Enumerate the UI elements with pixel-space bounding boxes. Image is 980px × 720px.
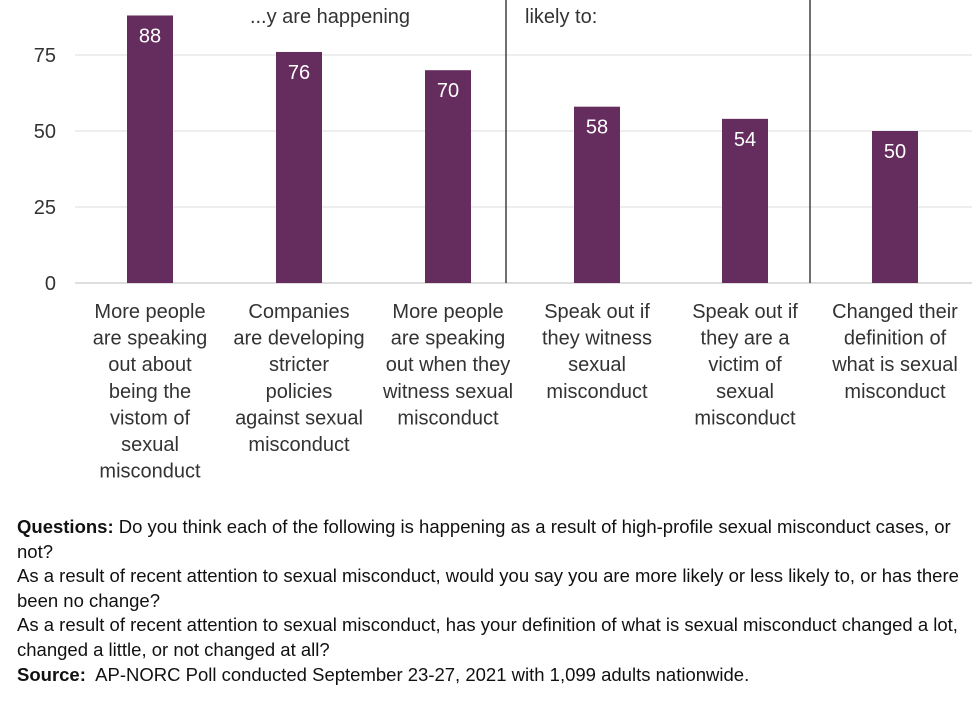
bars [127, 15, 918, 284]
x-tick-label-5: Speak out if they are a victim of sexual mis… [692, 301, 798, 429]
x-tick-label-line: they witness [542, 328, 652, 350]
x-tick-label-line: being the [109, 381, 191, 403]
y-axis-ticks: 0 25 50 75 [34, 45, 56, 295]
x-tick-label-line: are developing [233, 328, 364, 350]
data-label-3: 70 [437, 80, 459, 102]
bar-3 [425, 70, 471, 283]
x-axis-labels: More people are speaking out about being th… [93, 301, 958, 483]
x-tick-label-line: stricter [269, 354, 329, 376]
data-labels: 88 76 70 58 54 50 [139, 25, 906, 163]
x-tick-label-6: Changed their definition of what is sexual… [831, 301, 958, 403]
source-note: Source: AP-NORC Poll conducted September… [17, 663, 965, 688]
x-tick-label-line: out when they [386, 354, 511, 376]
group-headers: ...y are happening likely to: [250, 6, 597, 28]
chart-notes: Questions: Do you think each of the foll… [17, 515, 965, 687]
bar-4 [574, 106, 620, 284]
data-label-5: 54 [734, 129, 756, 151]
bar-2 [276, 51, 322, 284]
x-tick-label-line: are speaking [391, 328, 506, 350]
x-tick-label-line: vistom of [110, 407, 190, 429]
x-tick-label-line: witness sexual [382, 381, 513, 403]
x-tick-label-line: Speak out if [692, 301, 798, 323]
y-tick-label-25: 25 [34, 197, 56, 219]
x-tick-label-line: definition of [844, 328, 947, 350]
bar-5 [722, 118, 768, 283]
x-tick-label-line: misconduct [99, 461, 201, 483]
data-label-1: 88 [139, 25, 161, 47]
x-tick-label-4: Speak out if they witness sexual misconduct [542, 301, 652, 403]
x-tick-label-line: sexual [568, 354, 626, 376]
group-header-1: ...y are happening [250, 6, 410, 28]
x-tick-label-line: misconduct [248, 434, 350, 456]
x-tick-label-line: policies [266, 381, 333, 403]
x-tick-label-line: More people [392, 301, 503, 323]
data-label-6: 50 [884, 141, 906, 163]
x-tick-label-line: misconduct [397, 407, 499, 429]
x-tick-label-line: against sexual [235, 407, 363, 429]
x-tick-label-line: sexual [716, 381, 774, 403]
group-dividers [505, 0, 811, 283]
data-label-4: 58 [586, 117, 608, 139]
x-tick-label-2: Companies are developing stricter policies a… [233, 301, 364, 456]
y-tick-label-0: 0 [45, 273, 56, 295]
x-tick-label-3: More people are speaking out when they witn… [382, 301, 513, 429]
x-tick-label-line: Changed their [832, 301, 958, 323]
x-tick-label-line: Companies [248, 301, 349, 323]
x-tick-label-line: misconduct [844, 381, 946, 403]
gridlines [75, 54, 972, 284]
x-tick-label-line: misconduct [546, 381, 648, 403]
source-label: Source: [17, 663, 86, 685]
source-text: AP-NORC Poll conducted September 23-27, … [95, 663, 750, 685]
data-label-2: 76 [288, 62, 310, 84]
y-tick-label-50: 50 [34, 121, 56, 143]
x-tick-label-line: Speak out if [544, 301, 650, 323]
bar-chart: 0 25 50 75 ...y are happening likely to: 88 7… [34, 0, 972, 483]
x-tick-label-line: they are a [701, 328, 791, 350]
questions-note: Questions: Do you think each of the foll… [17, 515, 965, 564]
question-3: As a result of recent attention to sexua… [17, 614, 958, 660]
x-tick-label-1: More people are speaking out about being th… [93, 301, 208, 483]
x-tick-label-line: victim of [708, 354, 782, 376]
y-tick-label-75: 75 [34, 45, 56, 67]
group-header-2: likely to: [525, 6, 597, 28]
question-2: As a result of recent attention to sexua… [17, 565, 959, 611]
questions-label: Questions: [17, 516, 114, 537]
bar-6 [872, 131, 918, 283]
x-tick-label-line: what is sexual [831, 354, 958, 376]
x-tick-label-line: More people [94, 301, 205, 323]
question-1: Do you think each of the following is ha… [17, 516, 951, 562]
bar-1 [127, 15, 173, 283]
x-tick-label-line: are speaking [93, 328, 208, 350]
x-tick-label-line: sexual [121, 434, 179, 456]
x-tick-label-line: out about [108, 354, 192, 376]
x-tick-label-line: misconduct [694, 407, 796, 429]
